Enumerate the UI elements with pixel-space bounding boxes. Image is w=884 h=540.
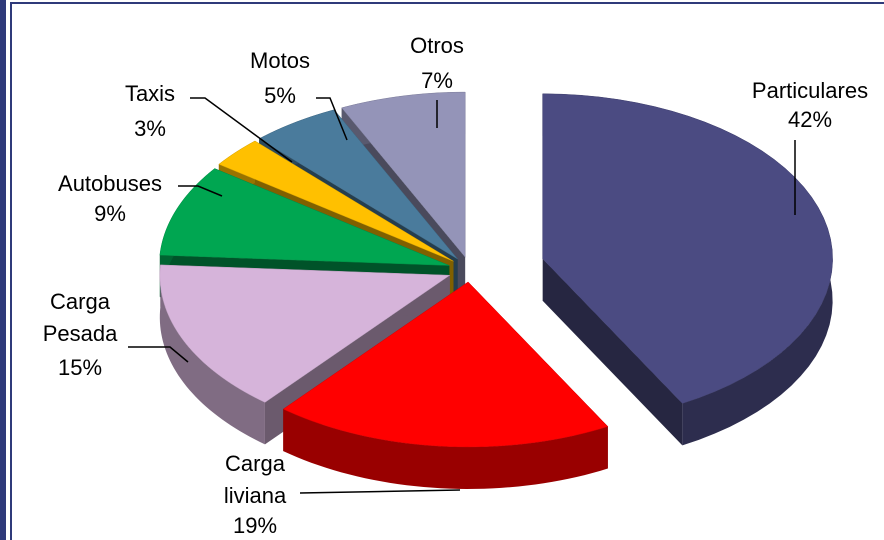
leader-line	[316, 97, 348, 141]
slice	[159, 168, 450, 266]
edge-bar	[0, 0, 6, 540]
leader-line	[128, 346, 189, 363]
value-label: 3%	[134, 116, 166, 141]
slice-wall	[159, 264, 265, 445]
slice	[159, 264, 451, 403]
slice-label: Taxis	[125, 81, 175, 106]
value-label: 9%	[94, 201, 126, 226]
slice-label: Particulares	[752, 78, 868, 103]
slice-label: Carga liviana	[224, 451, 287, 508]
slice-label: Otros	[410, 33, 464, 58]
leader-line	[178, 185, 223, 197]
value-label: 19%	[233, 513, 277, 538]
slice-side	[542, 258, 683, 446]
slice-wall	[283, 409, 608, 489]
value-label: 7%	[421, 68, 453, 93]
leader-line	[299, 489, 461, 494]
value-label: 42%	[788, 107, 832, 132]
slice	[542, 93, 833, 446]
slice	[282, 281, 609, 448]
leader-line	[190, 97, 293, 163]
slice-label: Autobuses	[58, 171, 162, 196]
slice	[258, 109, 458, 260]
slice-label: Carga Pesada	[43, 289, 118, 346]
slice	[341, 91, 466, 258]
slice-label: Motos	[250, 48, 310, 73]
value-label: 15%	[58, 355, 102, 380]
slice	[218, 140, 454, 262]
slice	[282, 281, 609, 489]
slice	[542, 93, 833, 404]
value-label: 5%	[264, 83, 296, 108]
